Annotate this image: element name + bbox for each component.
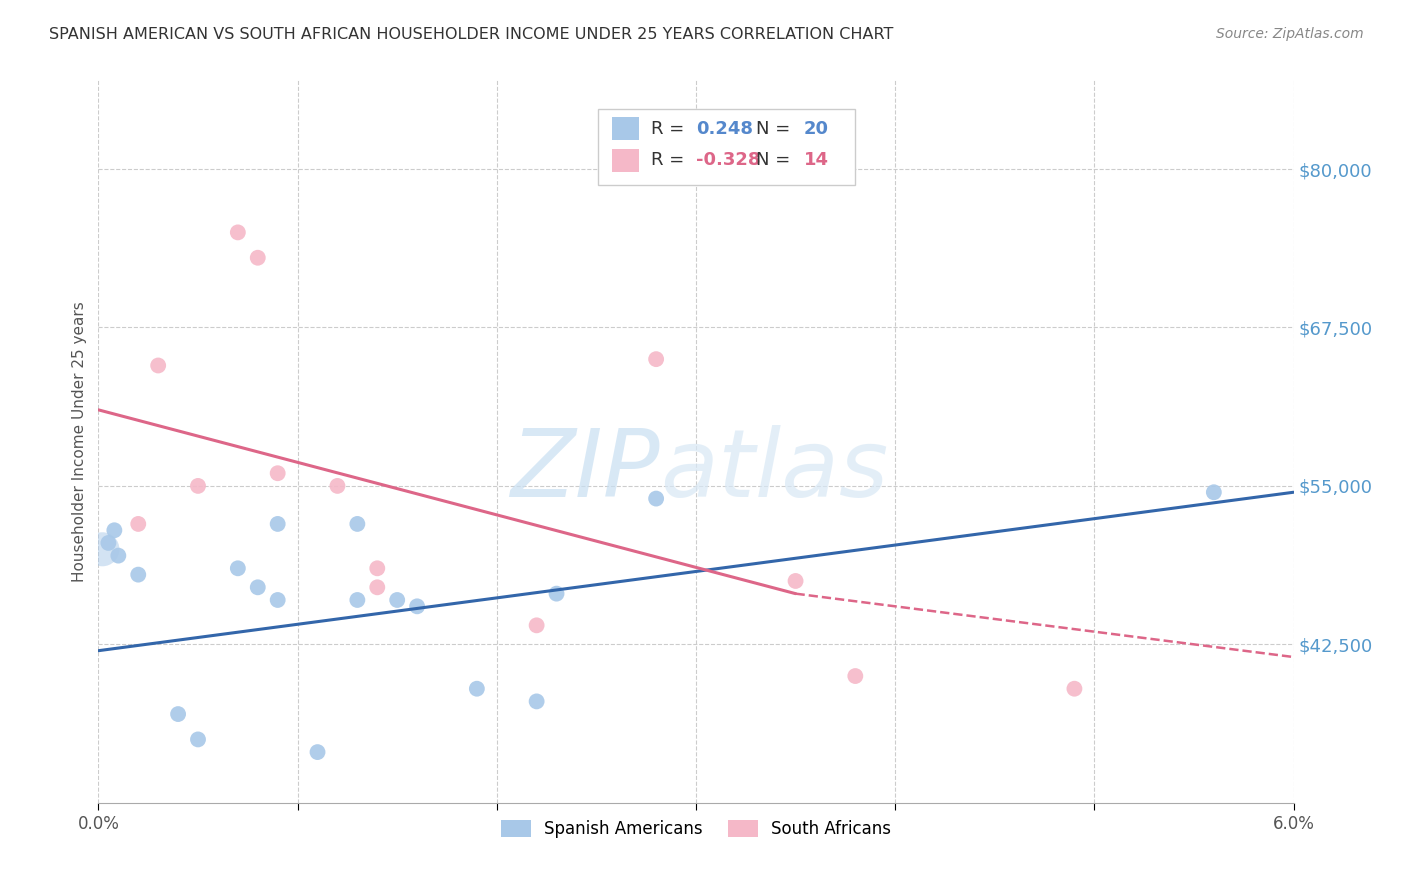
- Point: [1202, 485, 1225, 500]
- Point: [107, 549, 129, 563]
- Text: R =: R =: [651, 120, 689, 137]
- Text: R =: R =: [651, 152, 689, 169]
- Point: [127, 567, 149, 582]
- Point: [103, 523, 125, 537]
- Point: [127, 516, 149, 531]
- Point: [167, 707, 190, 722]
- Text: Source: ZipAtlas.com: Source: ZipAtlas.com: [1216, 27, 1364, 41]
- Text: ZIP: ZIP: [510, 425, 661, 516]
- Point: [546, 587, 568, 601]
- Point: [267, 516, 290, 531]
- Point: [307, 745, 329, 759]
- Point: [267, 467, 290, 481]
- FancyBboxPatch shape: [598, 109, 855, 185]
- Bar: [613, 117, 638, 140]
- Point: [1063, 681, 1085, 696]
- Text: 0.248: 0.248: [696, 120, 754, 137]
- Point: [246, 580, 269, 594]
- Point: [187, 479, 209, 493]
- Point: [785, 574, 807, 588]
- Point: [385, 593, 409, 607]
- Text: N =: N =: [756, 152, 796, 169]
- Point: [148, 359, 170, 373]
- Point: [326, 479, 349, 493]
- Point: [465, 681, 488, 696]
- Text: SPANISH AMERICAN VS SOUTH AFRICAN HOUSEHOLDER INCOME UNDER 25 YEARS CORRELATION : SPANISH AMERICAN VS SOUTH AFRICAN HOUSEH…: [49, 27, 894, 42]
- Point: [346, 593, 368, 607]
- Point: [267, 593, 290, 607]
- Point: [97, 536, 120, 550]
- Point: [226, 226, 249, 240]
- Point: [645, 491, 668, 506]
- Bar: [613, 149, 638, 172]
- Point: [246, 251, 269, 265]
- Text: N =: N =: [756, 120, 796, 137]
- Y-axis label: Householder Income Under 25 years: Householder Income Under 25 years: [72, 301, 87, 582]
- Point: [526, 618, 548, 632]
- Point: [526, 694, 548, 708]
- Point: [366, 580, 388, 594]
- Legend: Spanish Americans, South Africans: Spanish Americans, South Africans: [494, 814, 898, 845]
- Text: 14: 14: [804, 152, 828, 169]
- Point: [366, 561, 388, 575]
- Text: atlas: atlas: [661, 425, 889, 516]
- Point: [346, 516, 368, 531]
- Point: [91, 542, 114, 557]
- Text: -0.328: -0.328: [696, 152, 761, 169]
- Point: [406, 599, 429, 614]
- Point: [226, 561, 249, 575]
- Point: [187, 732, 209, 747]
- Point: [844, 669, 866, 683]
- Point: [645, 352, 668, 367]
- Text: 20: 20: [804, 120, 828, 137]
